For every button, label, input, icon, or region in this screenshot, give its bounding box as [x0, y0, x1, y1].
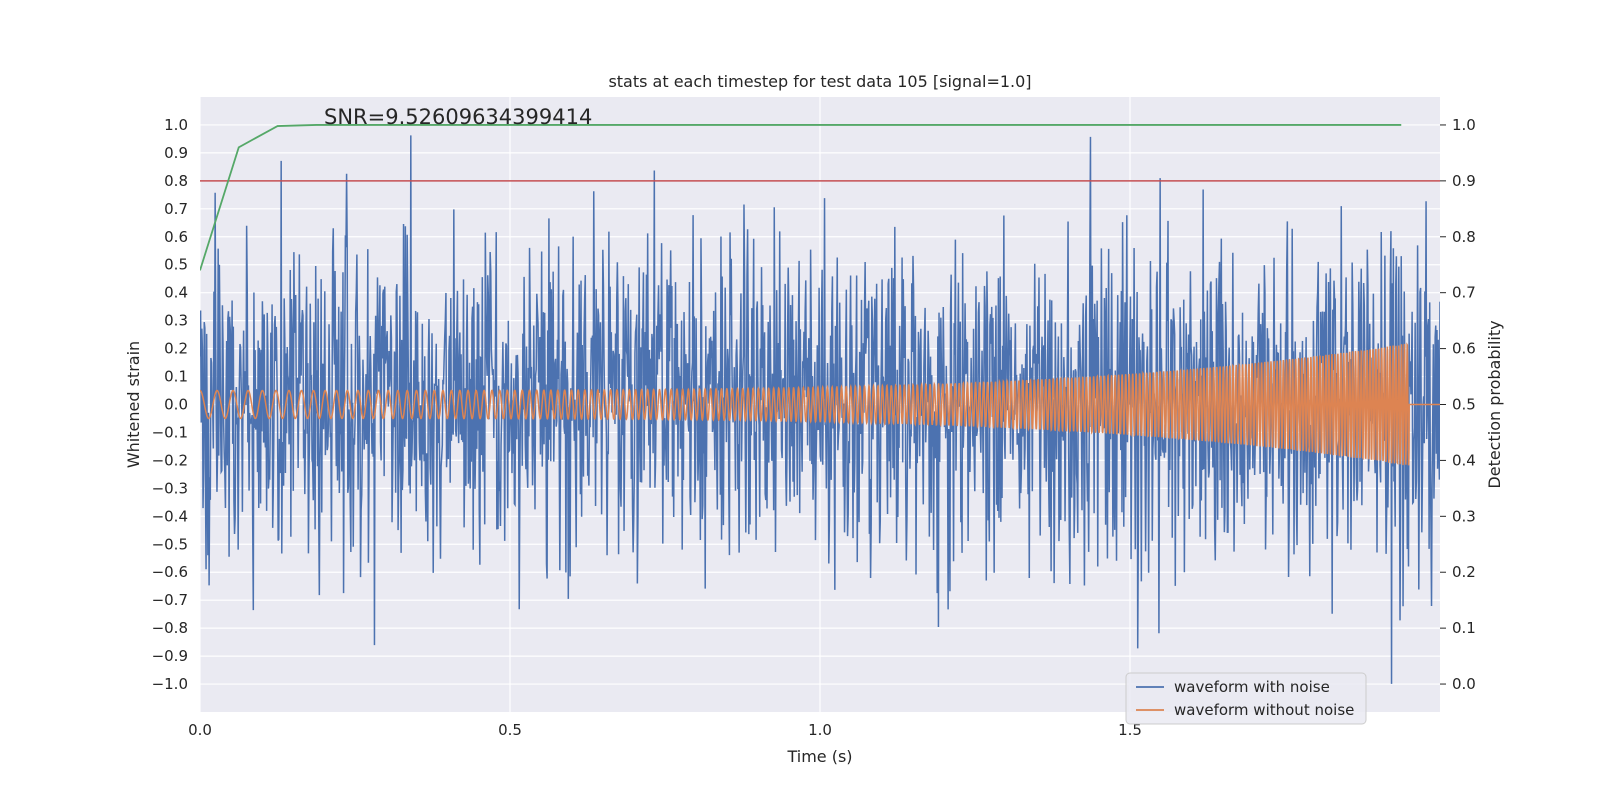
- y-tick-label: 0.2: [164, 340, 188, 358]
- y-tick-label: 0.0: [164, 396, 188, 414]
- y-tick-label: −0.4: [152, 507, 188, 525]
- y-tick-label: 1.0: [164, 116, 188, 134]
- y-axis-label: Whitened strain: [124, 341, 143, 468]
- y2-tick-label: 0.5: [1452, 396, 1476, 414]
- y-tick-label: −1.0: [152, 675, 188, 693]
- y-tick-label: 0.1: [164, 368, 188, 386]
- x-axis-label: Time (s): [786, 747, 852, 766]
- x-tick-label: 1.5: [1118, 721, 1142, 739]
- y-tick-label: 0.8: [164, 172, 188, 190]
- x-tick-label: 0.5: [498, 721, 522, 739]
- y-tick-label: 0.3: [164, 312, 188, 330]
- y-tick-label: 0.6: [164, 228, 188, 246]
- y2-axis-label: Detection probability: [1485, 320, 1504, 488]
- y-tick-label: 0.7: [164, 200, 188, 218]
- legend-box: [1125, 672, 1367, 725]
- y2-tick-label: 1.0: [1452, 116, 1476, 134]
- y-tick-label: −0.2: [152, 451, 188, 469]
- y-tick-label: −0.1: [152, 423, 188, 441]
- x-tick-label: 0.0: [188, 721, 212, 739]
- y-tick-label: −0.6: [152, 563, 188, 581]
- legend-label-clean: waveform without noise: [1174, 701, 1354, 719]
- y2-tick-label: 0.3: [1452, 507, 1476, 525]
- y-tick-label: −0.7: [152, 591, 188, 609]
- y2-tick-label: 0.1: [1452, 619, 1476, 637]
- tick-labels: 1.0 0.9 0.8 0.7 0.6 0.5 0.4 0.3 0.2 0.1 0.0 −0.1 −0.…: [152, 116, 1476, 739]
- y-tick-label: −0.9: [152, 647, 188, 665]
- series-layer: [200, 124, 1440, 684]
- y-tick-label: −0.3: [152, 479, 188, 497]
- y-tick-label: −0.8: [152, 619, 188, 637]
- y2-tick-label: 0.0: [1452, 675, 1476, 693]
- y-tick-label: 0.5: [164, 256, 188, 274]
- y-tick-label: −0.5: [152, 535, 188, 553]
- x-tick-label: 1.0: [808, 721, 832, 739]
- y2-tick-label: 0.9: [1452, 172, 1476, 190]
- chart-title: stats at each timestep for test data 105…: [608, 72, 1031, 91]
- y2-tick-label: 0.8: [1452, 228, 1476, 246]
- y-tick-label: 0.4: [164, 284, 188, 302]
- y2-tick-label: 0.7: [1452, 284, 1476, 302]
- legend: waveform with noise waveform without noi…: [1125, 672, 1367, 725]
- y2-tick-label: 0.2: [1452, 563, 1476, 581]
- snr-annotation: SNR=9.52609634399414: [324, 105, 592, 129]
- legend-label-noisy: waveform with noise: [1174, 678, 1330, 696]
- series-clean-waveform: [200, 342, 1440, 466]
- series-detection-probability: [200, 124, 1402, 271]
- y2-tick-label: 0.6: [1452, 340, 1476, 358]
- y-tick-label: 0.9: [164, 144, 188, 162]
- y2-tick-label: 0.4: [1452, 451, 1476, 469]
